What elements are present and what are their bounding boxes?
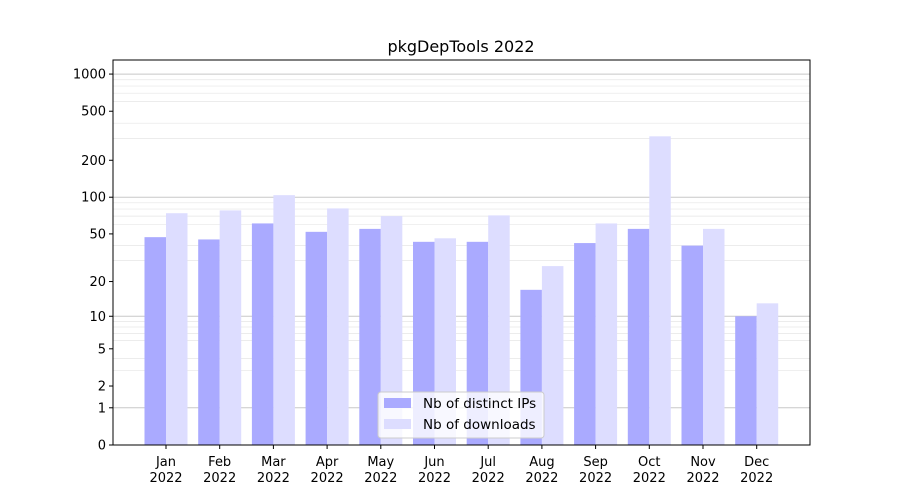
bar-ips-9 <box>627 228 650 445</box>
bar-ips-1 <box>198 239 220 445</box>
plot-area-frame <box>112 59 811 446</box>
x-tick-label: Jan 2022 <box>149 455 182 486</box>
bar-downloads-4 <box>380 216 403 445</box>
x-tick-label: Aug 2022 <box>525 455 558 486</box>
legend-swatch-downloads <box>384 419 411 429</box>
bar-downloads-7 <box>541 266 564 445</box>
y-tick-label: 1 <box>98 401 106 416</box>
bars <box>144 136 779 446</box>
y-tick-label: 200 <box>81 154 106 169</box>
x-tick-label: Jul 2022 <box>472 455 505 486</box>
legend-label-downloads: Nb of downloads <box>423 417 536 433</box>
bar-ips-4 <box>359 228 381 445</box>
y-tick-label: 0 <box>98 439 106 454</box>
legend-label-ips: Nb of distinct IPs <box>423 396 536 412</box>
x-tick-label: Oct 2022 <box>633 455 666 486</box>
y-tick-label: 20 <box>89 275 106 290</box>
legend-swatch-ips <box>384 398 411 408</box>
x-tick-label: Mar 2022 <box>257 455 290 486</box>
x-tick-label: Nov 2022 <box>686 455 719 486</box>
y-tick-label: 500 <box>81 105 106 120</box>
y-tick-label: 5 <box>98 342 106 357</box>
x-axis: Jan 2022 Feb 2022 Mar 2022 Apr 2022 May 2022 Jun 20… <box>149 445 773 486</box>
x-tick-label: Dec 2022 <box>740 455 773 486</box>
bar-ips-8 <box>574 243 596 445</box>
x-tick-label: Apr 2022 <box>311 455 344 486</box>
bar-downloads-10 <box>703 228 725 445</box>
chart-title: pkgDepTools 2022 <box>387 37 534 56</box>
bar-ips-11 <box>735 316 757 445</box>
bar-downloads-6 <box>488 215 510 445</box>
legend-box <box>377 391 545 439</box>
y-tick-label: 10 <box>89 310 106 325</box>
y-tick-label: 50 <box>89 227 106 242</box>
x-tick-label: Jun 2022 <box>418 455 451 486</box>
bar-downloads-3 <box>327 208 349 445</box>
legend: Nb of distinct IPs Nb of downloads <box>377 391 545 439</box>
x-tick-label: May 2022 <box>364 455 397 486</box>
bar-downloads-8 <box>595 223 618 445</box>
bar-ips-10 <box>681 245 703 445</box>
y-tick-label: 1000 <box>73 68 106 83</box>
x-tick-label: Sep 2022 <box>579 455 612 486</box>
bar-downloads-2 <box>273 195 295 445</box>
bar-downloads-9 <box>649 136 671 446</box>
bar-downloads-11 <box>756 303 779 445</box>
y-tick-label: 100 <box>81 191 106 206</box>
y-tick-label: 2 <box>98 380 106 395</box>
bar-ips-2 <box>251 223 274 445</box>
bar-ips-0 <box>144 237 166 445</box>
y-axis: 0 1 2 5 10 20 50 100 200 500 1000 <box>73 68 113 454</box>
bar-downloads-1 <box>219 210 242 445</box>
bar-ips-3 <box>305 231 328 445</box>
bar-downloads-0 <box>166 213 188 445</box>
x-tick-label: Feb 2022 <box>203 455 236 486</box>
